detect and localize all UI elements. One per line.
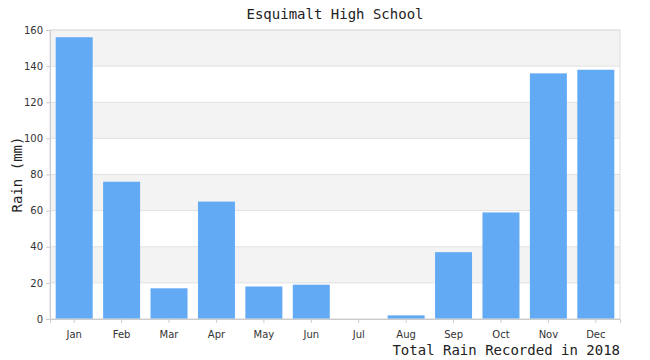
y-tick: 60: [30, 205, 50, 216]
bar: [482, 212, 519, 319]
y-tick: 40: [30, 241, 50, 252]
x-tick: Sep: [444, 319, 463, 340]
bar: [435, 252, 472, 319]
bars: [56, 37, 615, 319]
x-tick: Jun: [302, 319, 319, 340]
y-tick-mark: [46, 102, 50, 103]
y-tick-label: 160: [24, 25, 43, 36]
x-tick: Jan: [65, 319, 81, 340]
y-axis-title: Rain (mm): [9, 137, 25, 213]
y-tick: 120: [24, 97, 50, 108]
bar: [530, 73, 567, 319]
y-tick: 140: [24, 61, 50, 72]
x-tick-mark: [263, 319, 264, 323]
x-tick-label: May: [254, 329, 275, 340]
y-axis: 0 20 40 60 80 100 120 140 160: [24, 25, 51, 325]
x-tick-label: Oct: [492, 329, 509, 340]
x-tick-label: Jan: [65, 329, 81, 340]
bar: [577, 70, 614, 319]
x-tick: Feb: [113, 319, 131, 340]
plot-frame: [50, 30, 620, 319]
x-tick-label: Jul: [352, 329, 365, 340]
y-tick-label: 60: [30, 205, 43, 216]
grid-band: [50, 30, 620, 66]
x-tick-label: Mar: [160, 329, 180, 340]
y-tick-mark: [46, 175, 50, 176]
x-tick-label: Apr: [208, 329, 226, 340]
x-tick: Dec: [586, 319, 605, 340]
x-tick-label: Nov: [539, 329, 559, 340]
y-tick-mark: [46, 247, 50, 248]
x-tick-mark: [169, 319, 170, 323]
y-tick-label: 140: [24, 61, 43, 72]
x-tick-mark: [311, 319, 312, 323]
x-tick-mark: [500, 319, 501, 323]
bar: [293, 285, 330, 319]
x-axis-line: [51, 320, 621, 324]
x-tick-label: Aug: [396, 329, 416, 340]
y-tick: 0: [37, 314, 50, 325]
y-tick-mark: [46, 283, 50, 284]
y-tick-mark: [46, 211, 50, 212]
x-tick: Jul: [352, 319, 365, 340]
x-tick-mark: [358, 319, 359, 323]
y-tick: 160: [24, 25, 50, 36]
bar: [388, 315, 425, 319]
y-tick-label: 80: [30, 169, 43, 180]
x-tick: Mar: [160, 319, 180, 340]
x-tick-mark: [595, 319, 596, 323]
x-tick-label: Jun: [302, 329, 319, 340]
x-tick-mark: [453, 319, 454, 323]
x-tick: May: [254, 319, 275, 340]
y-tick: 100: [24, 133, 50, 144]
y-tick: 80: [30, 169, 50, 180]
x-tick: Nov: [539, 319, 559, 340]
x-axis: Jan Feb Mar Apr May Jun Jul Aug Sep Oct Nov Dec: [51, 319, 621, 340]
plot: 020406080100120140160JanFebMarAprMayJunJ…: [24, 25, 621, 340]
x-tick-label: Sep: [444, 329, 463, 340]
grid-line: [50, 66, 620, 67]
bar: [198, 202, 235, 319]
y-tick-label: 20: [30, 278, 43, 289]
y-tick-mark: [46, 66, 50, 67]
y-tick-label: 0: [37, 314, 43, 325]
chart: 020406080100120140160JanFebMarAprMayJunJ…: [0, 0, 650, 360]
y-tick-mark: [46, 30, 50, 31]
bar: [151, 288, 188, 319]
x-tick-mark: [121, 319, 122, 323]
x-tick: Oct: [492, 319, 509, 340]
y-tick-label: 120: [24, 97, 43, 108]
y-tick-label: 100: [24, 133, 43, 144]
bar: [245, 286, 282, 319]
y-tick: 20: [30, 278, 50, 289]
x-tick-label: Feb: [113, 329, 131, 340]
bar: [56, 37, 93, 319]
y-tick-mark: [46, 319, 50, 320]
y-tick-label: 40: [30, 241, 43, 252]
y-axis-line: [46, 31, 51, 320]
x-tick-mark: [548, 319, 549, 323]
title: Esquimalt High School: [246, 6, 423, 22]
x-tick-label: Dec: [586, 329, 605, 340]
x-tick-mark: [216, 319, 217, 323]
y-tick-mark: [46, 138, 50, 139]
annotation: Total Rain Recorded in 2018: [392, 342, 620, 358]
x-tick-mark: [74, 319, 75, 323]
x-tick: Aug: [396, 319, 416, 340]
bar: [103, 182, 140, 319]
x-tick-mark: [406, 319, 407, 323]
x-tick: Apr: [208, 319, 226, 340]
